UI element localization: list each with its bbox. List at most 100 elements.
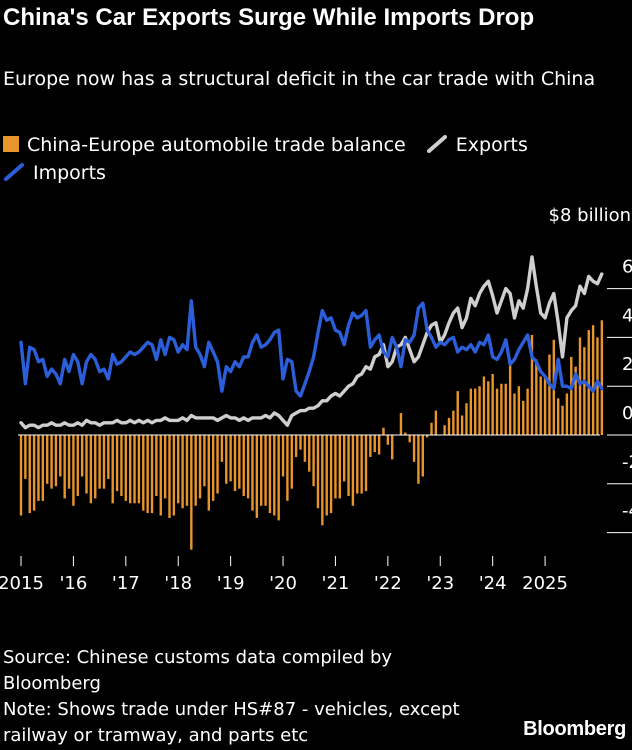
balance-bar [574,366,577,435]
balance-bar [216,435,219,494]
balance-bar [452,410,455,435]
balance-bar [277,435,280,521]
balance-bar [303,435,307,462]
balance-bar [63,435,66,499]
balance-bar [155,435,158,496]
balance-bar [460,415,464,435]
balance-bar [347,435,350,496]
balance-bar [28,435,31,514]
balance-bar [570,356,573,435]
balance-bar [198,435,202,499]
chart-subtitle: Europe now has a structural deficit in t… [3,68,596,90]
balance-bar [46,435,49,484]
balance-bar [583,347,586,435]
balance-bar [508,364,512,435]
balance-bar [50,435,53,489]
balance-bar [281,435,285,477]
footer: Source: Chinese customs data compiled by… [3,645,463,749]
balance-bar [273,435,276,516]
balance-bar [443,425,446,435]
balance-bar [543,376,547,435]
balance-bar [535,359,538,435]
balance-bar [177,435,180,504]
balance-bar [32,435,36,511]
balance-bar [24,435,27,479]
balance-bar [329,435,333,514]
balance-bar [124,435,128,501]
x-tick-label: '23 [426,573,454,594]
balance-bar [482,376,486,435]
balance-bar [255,435,259,518]
balance-bar [225,435,228,484]
x-tick-label: '20 [269,573,297,594]
balance-bar [308,435,311,472]
balance-bar [399,413,403,435]
balance-bar [591,325,595,435]
balance-bar [286,435,289,501]
balance-bar [159,435,162,516]
balance-bar [111,435,114,504]
x-tick-label: '19 [217,573,245,594]
balance-bar [596,337,599,435]
balance-bar [316,435,320,509]
balance-bar [220,435,224,462]
balance-bar [85,435,88,494]
balance-bar [556,398,560,435]
balance-bar [548,354,551,435]
balance-bar [233,435,237,492]
balance-bar [299,435,302,450]
balance-bar [513,393,516,435]
balance-bar [80,435,84,477]
balance-bar [128,435,132,504]
balance-bar [150,435,154,514]
balance-bar [495,388,499,435]
balance-bar [207,435,210,511]
balance-bar [325,435,328,516]
y-tick-label: 6 [622,257,632,278]
balance-bar [447,417,451,435]
balance-bar [94,435,97,499]
x-tick-label: '17 [112,573,140,594]
exports-line-icon [426,135,447,153]
legend-item-balance: China-Europe automobile trade balance [3,131,406,159]
balance-bar [434,410,438,435]
balance-bar [456,391,459,435]
balance-bar [412,435,416,462]
balance-bar [377,435,381,455]
balance-bar [259,435,263,506]
balance-bar [338,435,342,499]
balance-bar [142,435,145,511]
balance-bar [530,334,534,435]
y-tick-label: 4 [622,305,632,326]
balance-bar [146,435,149,514]
balance-bar [211,435,215,501]
balance-bar [264,435,267,506]
x-tick-label: 2015 [0,573,44,594]
source-note: Source: Chinese customs data compiled by… [3,647,393,694]
balance-swatch-icon [3,136,19,152]
balance-bar [364,435,368,492]
balance-bar [290,435,293,489]
balance-bar [600,320,604,435]
balance-bar [137,435,141,504]
x-tick-label: '22 [374,573,402,594]
balance-bar [242,435,245,496]
legend-label-exports: Exports [455,134,528,156]
footnote: Note: Shows trade under HS#87 - vehicles… [3,699,460,746]
y-axis-unit-label: $8 billion [549,205,631,226]
balance-bar [517,386,521,435]
legend-label-balance: China-Europe automobile trade balance [27,134,406,156]
balance-bar [373,435,376,453]
balance-bar [172,435,176,516]
chart-plot: $8 billion 6 4 2 0 -2 -4 2015 '16 '17 '18 '19 '20 '21… [0,205,632,594]
balance-bar [360,435,363,494]
balance-bar [37,435,40,501]
balance-bar [487,381,490,435]
balance-bar [404,432,407,435]
balance-bar [408,435,411,443]
balance-bar [19,435,23,516]
balance-bar [203,435,206,487]
balance-bar [194,435,197,506]
balance-bar [98,435,101,489]
balance-bar [76,435,79,496]
